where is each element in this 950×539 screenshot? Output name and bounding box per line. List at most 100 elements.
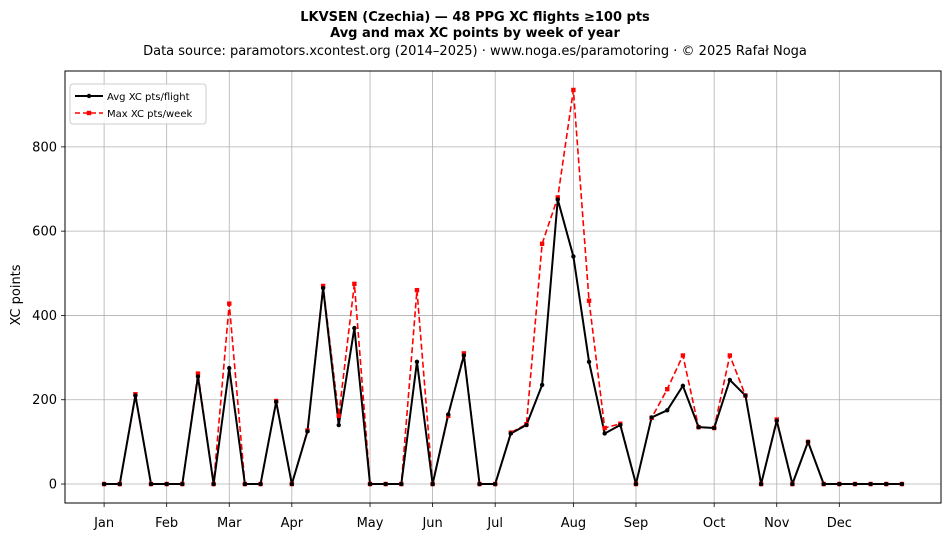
avg-data-point xyxy=(211,481,216,487)
avg-data-point xyxy=(555,197,560,202)
max-data-point xyxy=(195,371,201,376)
avg-data-point xyxy=(837,481,842,487)
avg-data-point xyxy=(774,418,779,424)
max-data-point xyxy=(665,387,670,392)
legend-max-label: Max XC pts/week xyxy=(107,109,192,120)
avg-data-point xyxy=(101,481,107,487)
avg-data-point xyxy=(852,481,858,487)
avg-data-point xyxy=(164,481,169,487)
plot-area: Jan Feb Mar Apr May Jun Jul Aug Sep Oct Nov Dec 0 20… xyxy=(32,70,942,531)
grid xyxy=(65,71,941,503)
x-tick-label: Sep xyxy=(624,516,649,531)
avg-series-line xyxy=(104,198,902,486)
plot-frame xyxy=(64,70,942,504)
chart-title: LKVSEN (Czechia) — 48 PPG XC flights ≥10… xyxy=(300,10,650,25)
max-data-point xyxy=(586,298,592,303)
avg-data-point xyxy=(492,481,498,487)
y-tick-label: 400 xyxy=(32,309,57,324)
y-tick-label: 800 xyxy=(32,140,57,155)
max-data-point xyxy=(680,353,686,358)
avg-data-point xyxy=(665,408,670,413)
avg-data-point xyxy=(195,374,201,379)
avg-data-point xyxy=(711,425,717,431)
avg-data-point xyxy=(727,377,733,383)
avg-data-point xyxy=(305,429,310,434)
x-tick-label: Apr xyxy=(281,516,304,531)
max-data-point xyxy=(227,301,232,306)
max-data-point xyxy=(571,87,576,93)
x-tick-label: Jul xyxy=(486,516,503,531)
max-data-point xyxy=(539,241,545,246)
max-data-point xyxy=(602,425,607,431)
avg-data-point xyxy=(649,415,654,420)
legend-max-marker xyxy=(86,110,92,116)
avg-data-point xyxy=(633,481,639,487)
avg-data-point xyxy=(148,481,154,487)
x-tick-label: Dec xyxy=(827,516,852,531)
avg-data-point xyxy=(602,431,607,436)
chart-subtitle: Avg and max XC points by week of year xyxy=(330,26,620,41)
avg-data-point xyxy=(180,481,185,487)
avg-data-point xyxy=(477,481,482,487)
avg-data-point xyxy=(805,439,811,445)
avg-data-point xyxy=(258,481,263,487)
avg-data-point xyxy=(117,481,122,487)
avg-data-point xyxy=(133,393,138,398)
avg-data-point xyxy=(821,481,826,487)
avg-data-point xyxy=(743,393,748,398)
max-data-point xyxy=(352,281,357,287)
y-tick-label: 200 xyxy=(32,393,57,408)
x-tick-label: May xyxy=(357,516,384,531)
avg-data-point xyxy=(758,481,764,487)
avg-data-point xyxy=(884,481,889,487)
x-tick-label: Feb xyxy=(155,516,178,531)
avg-data-point xyxy=(571,254,576,259)
data-source-note: Data source: paramotors.xcontest.org (20… xyxy=(143,44,807,59)
y-axis-ticks: 0 200 400 600 800 xyxy=(32,140,65,493)
avg-data-point xyxy=(586,359,592,365)
legend-avg-label: Avg XC pts/flight xyxy=(107,92,190,103)
x-axis-ticks: Jan Feb Mar Apr May Jun Jul Aug Sep Oct Nov Dec xyxy=(93,503,852,531)
x-tick-label: Aug xyxy=(561,516,586,531)
avg-data-point xyxy=(680,383,686,389)
avg-data-point xyxy=(539,382,545,388)
avg-data-point xyxy=(446,412,451,417)
x-tick-label: Oct xyxy=(703,516,725,531)
avg-data-point xyxy=(899,481,905,487)
max-series-line xyxy=(104,89,902,485)
avg-data-point xyxy=(524,422,529,428)
avg-data-point xyxy=(508,431,514,436)
avg-data-point xyxy=(242,481,248,487)
avg-data-point xyxy=(618,422,623,428)
avg-data-point xyxy=(289,481,295,487)
max-data-point xyxy=(414,287,420,293)
avg-data-point xyxy=(227,365,232,371)
avg-data-point xyxy=(367,481,373,487)
avg-data-point xyxy=(320,285,326,291)
avg-data-point xyxy=(790,481,795,487)
avg-data-point xyxy=(461,353,467,358)
avg-data-point xyxy=(352,325,357,331)
avg-data-point xyxy=(273,399,279,405)
avg-data-point xyxy=(430,481,435,487)
legend-frame xyxy=(69,83,207,125)
series-markers xyxy=(101,87,905,487)
avg-data-point xyxy=(336,422,341,428)
avg-data-point xyxy=(383,481,388,487)
y-tick-label: 0 xyxy=(49,478,57,493)
avg-data-point xyxy=(399,481,404,487)
avg-data-point xyxy=(868,481,873,487)
max-data-point xyxy=(336,413,341,418)
x-tick-label: Jun xyxy=(421,516,442,531)
legend: Avg XC pts/flight Max XC pts/week xyxy=(69,83,207,125)
avg-data-point xyxy=(414,359,420,365)
y-tick-label: 600 xyxy=(32,225,57,240)
avg-data-point xyxy=(696,424,701,430)
legend-avg-marker xyxy=(86,93,92,99)
x-tick-label: Mar xyxy=(217,516,242,531)
x-tick-label: Jan xyxy=(93,516,114,531)
y-axis-label: XC points xyxy=(9,264,24,325)
series-lines xyxy=(104,89,902,486)
max-data-point xyxy=(727,353,733,358)
